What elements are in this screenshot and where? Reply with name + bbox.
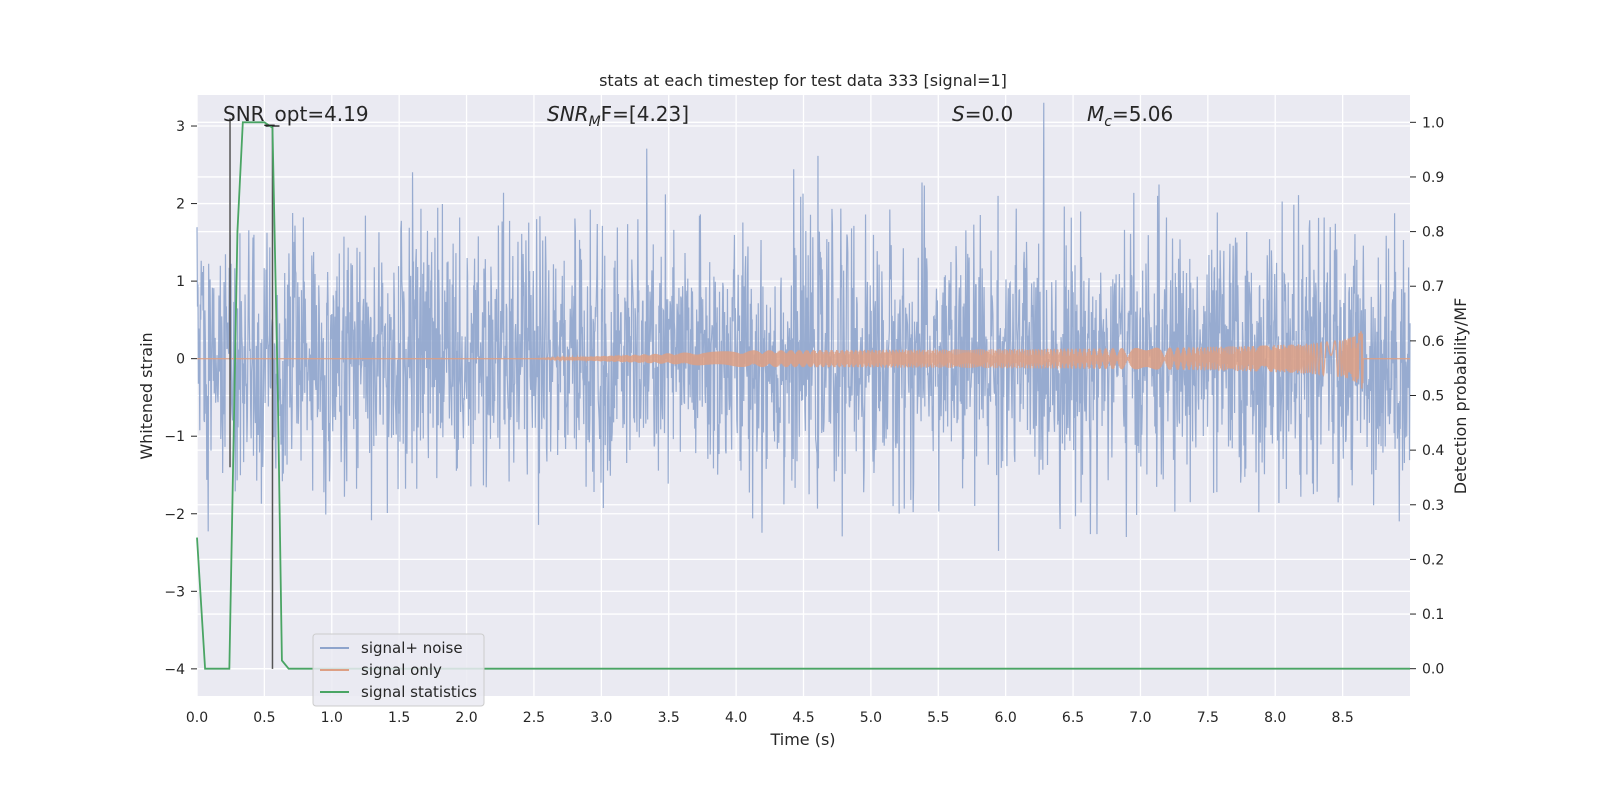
y2-tick-label: 0.1 (1422, 607, 1444, 623)
x-tick-label: 2.0 (455, 710, 477, 726)
legend-label-signal-statistics: signal statistics (361, 683, 477, 701)
y-tick-label: 1 (176, 274, 185, 290)
y2-axis-label: Detection probability/MF (1451, 298, 1470, 495)
x-tick-label: 3.0 (590, 710, 612, 726)
y2-tick-label: 0.2 (1422, 552, 1444, 568)
chart-title: stats at each timestep for test data 333… (599, 71, 1007, 90)
series-layer (196, 102, 1411, 670)
y2-tick-label: 0.7 (1422, 279, 1444, 295)
annotation-snr-mf-symbol: SNR (547, 102, 589, 126)
annotation-snr-mf-value: F=[4.23] (601, 102, 689, 126)
x-tick-label: 0.5 (253, 710, 275, 726)
y2-tick-label: 0.6 (1422, 334, 1444, 350)
x-tick-label: 4.5 (792, 710, 814, 726)
y-tick-label: 3 (176, 119, 185, 135)
y2-tick-label: 0.4 (1422, 443, 1444, 459)
legend-label-signal-only: signal only (361, 661, 442, 679)
y2-tick-label: 0.8 (1422, 225, 1444, 241)
legend: signal+ noise signal only signal statist… (312, 633, 485, 707)
annotation-s: S=0.0 (952, 102, 1013, 126)
x-tick-label: 5.5 (927, 710, 949, 726)
y2-tick-label: 0.5 (1422, 389, 1444, 405)
y-tick-label: −3 (164, 584, 185, 600)
annotation-snr-mf: SNRMF=[4.23] (547, 102, 689, 130)
y2-tick-label: 1.0 (1422, 115, 1444, 131)
y-tick-label: −1 (164, 429, 185, 445)
annotation-mc-symbol: M (1087, 102, 1104, 126)
y2-tick-label: 0.0 (1422, 662, 1444, 678)
x-tick-label: 8.0 (1264, 710, 1286, 726)
axes: 0.0 0.5 1.0 1.5 2.0 2.5 3.0 3.5 4.0 4.5 5.0 5.5 6.0 6… (164, 115, 1444, 726)
annotation-snr-opt: SNR_opt=4.19 (223, 102, 369, 126)
y2-tick-label: 0.3 (1422, 498, 1444, 514)
x-tick-label: 7.5 (1197, 710, 1219, 726)
x-axis-label: Time (s) (769, 730, 835, 749)
x-tick-label: 2.5 (523, 710, 545, 726)
x-tick-label: 7.0 (1129, 710, 1151, 726)
y-tick-label: −2 (164, 507, 185, 523)
x-tick-label: 3.5 (658, 710, 680, 726)
x-tick-label: 1.5 (388, 710, 410, 726)
legend-label-signal-noise: signal+ noise (361, 639, 463, 657)
y-tick-label: 2 (176, 197, 185, 213)
y-tick-label: 0 (176, 352, 185, 368)
legend-box (312, 633, 485, 707)
series-signal-only (197, 331, 1410, 389)
annotation-snr-mf-subscript: M (589, 114, 601, 130)
series-signal-statistics (196, 121, 1410, 670)
x-tick-label: 0.0 (186, 710, 208, 726)
annotation-s-symbol: S (952, 102, 965, 126)
x-tick-label: 8.5 (1331, 710, 1353, 726)
x-tick-label: 6.5 (1062, 710, 1084, 726)
annotation-mc-subscript: c (1104, 114, 1112, 130)
y2-tick-label: 0.9 (1422, 170, 1444, 186)
x-tick-label: 5.0 (860, 710, 882, 726)
y-tick-label: −4 (164, 662, 185, 678)
annotation-s-value: =0.0 (965, 102, 1014, 126)
x-tick-label: 1.0 (321, 710, 343, 726)
series-signal-noise (196, 102, 1411, 551)
x-tick-label: 6.0 (995, 710, 1017, 726)
annotation-mc-value: =5.06 (1112, 102, 1173, 126)
annotation-mc: Mc=5.06 (1087, 102, 1173, 130)
y-axis-label: Whitened strain (137, 332, 156, 459)
x-tick-label: 4.0 (725, 710, 747, 726)
